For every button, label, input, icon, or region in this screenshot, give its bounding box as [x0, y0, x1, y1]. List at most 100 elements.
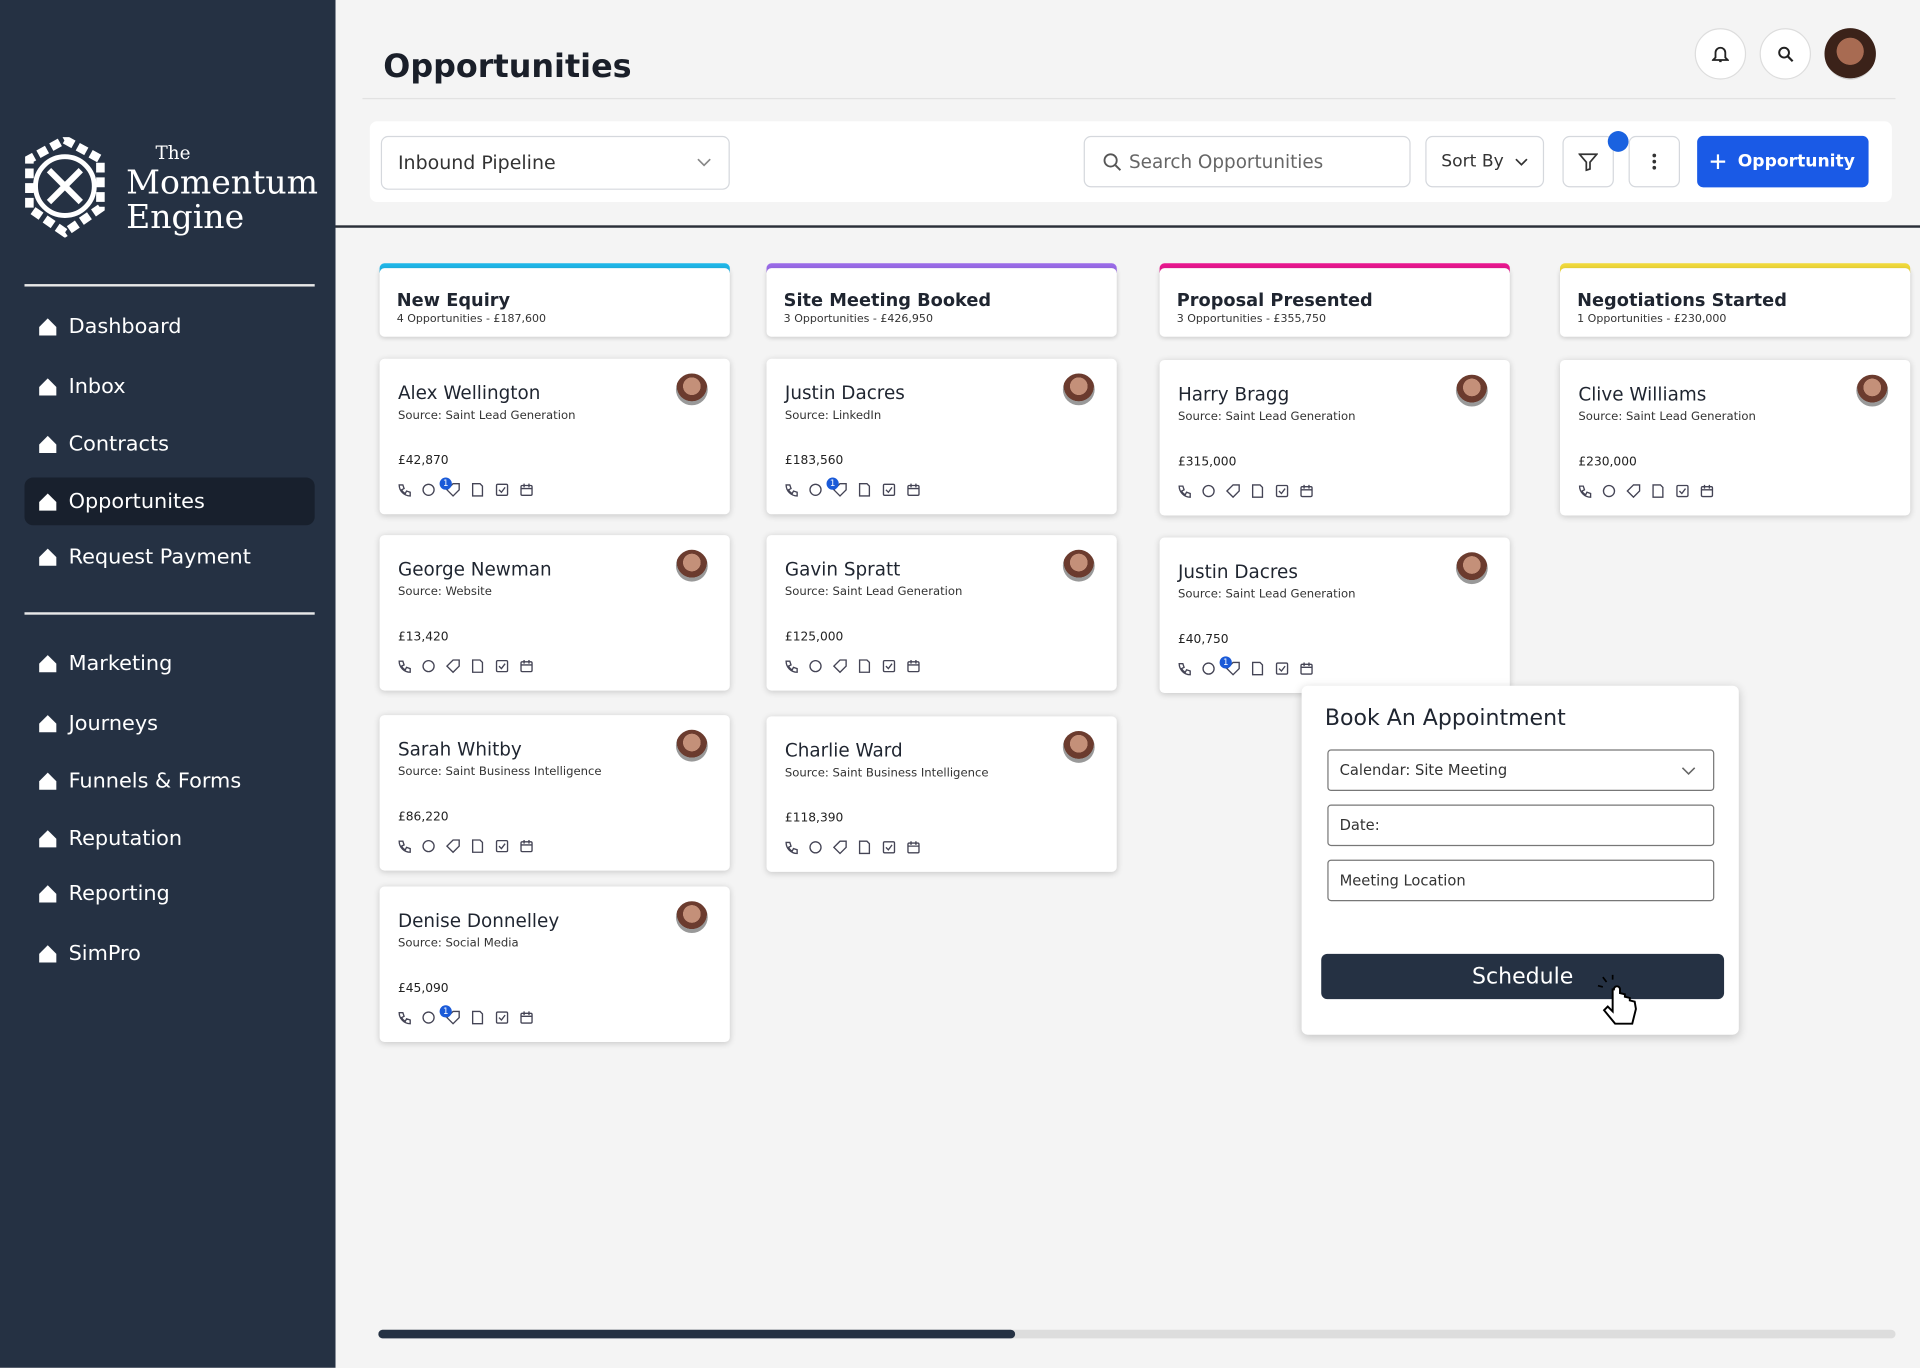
action-icon[interactable] [784, 840, 799, 855]
action-icon[interactable] [1700, 484, 1715, 499]
calendar-select[interactable]: Calendar: Site Meeting [1327, 749, 1715, 792]
action-icon[interactable] [784, 482, 799, 497]
more-button[interactable] [1628, 135, 1681, 188]
action-icon[interactable] [1602, 484, 1617, 499]
filter-button[interactable] [1562, 135, 1614, 188]
opportunity-card[interactable]: George Newman Source: Website £13,420 [379, 535, 730, 691]
action-icon[interactable] [519, 839, 534, 854]
opportunity-card[interactable]: Charlie Ward Source: Saint Business Intel… [766, 716, 1117, 872]
scrollbar-thumb[interactable] [378, 1329, 1016, 1339]
action-icon[interactable] [495, 1010, 510, 1025]
action-icon[interactable] [1675, 484, 1690, 499]
date-input[interactable]: Date: [1327, 804, 1715, 847]
column-title: New Equiry [396, 291, 511, 312]
opportunity-card[interactable]: Harry Bragg Source: Saint Lead Generation… [1159, 360, 1510, 516]
opportunity-card[interactable]: Denise Donnelley Source: Social Media £45,… [379, 886, 730, 1043]
action-icon[interactable] [808, 659, 823, 674]
action-icon[interactable] [1177, 484, 1192, 499]
opportunity-card[interactable]: Justin Dacres Source: Saint Lead Generati… [1159, 537, 1510, 694]
nav-item[interactable]: Dashboard [24, 302, 314, 350]
action-icon[interactable] [470, 659, 485, 674]
opportunity-card[interactable]: Alex Wellington Source: Saint Lead Genera… [379, 358, 730, 515]
scrollbar-track[interactable] [378, 1329, 1896, 1339]
action-icon[interactable] [1651, 484, 1666, 499]
sort-button[interactable]: Sort By [1425, 135, 1545, 188]
action-icon[interactable] [906, 482, 921, 497]
action-icon[interactable] [1201, 484, 1216, 499]
action-icon[interactable] [495, 839, 510, 854]
action-icon[interactable] [1225, 661, 1241, 676]
nav-item[interactable]: SimPro [24, 929, 314, 977]
action-icon[interactable] [519, 482, 534, 497]
action-icon[interactable] [397, 659, 412, 674]
nav-item[interactable]: Inbox [24, 362, 314, 410]
action-icon[interactable] [397, 482, 412, 497]
action-icon[interactable] [1626, 484, 1641, 499]
action-icon[interactable] [832, 659, 848, 674]
action-icon[interactable] [519, 1010, 534, 1025]
action-icon[interactable] [397, 839, 412, 854]
action-icon[interactable] [397, 1010, 412, 1025]
action-icon[interactable] [882, 840, 897, 855]
opportunity-card[interactable]: Sarah Whitby Source: Saint Business Intel… [379, 715, 730, 871]
contact-name: Denise Donnelley [397, 909, 560, 932]
action-icon[interactable] [519, 659, 534, 674]
action-icon[interactable] [857, 659, 872, 674]
nav-item[interactable]: Funnels & Forms [24, 757, 314, 805]
action-icon[interactable] [857, 840, 872, 855]
action-icon[interactable] [421, 839, 436, 854]
action-icon[interactable] [470, 482, 485, 497]
action-icon[interactable] [784, 659, 799, 674]
action-icon[interactable] [470, 839, 485, 854]
action-icon[interactable] [1577, 484, 1592, 499]
action-icon[interactable] [421, 659, 436, 674]
notifications-button[interactable] [1694, 28, 1747, 80]
nav-item[interactable]: Journeys [24, 699, 314, 747]
action-icon[interactable] [1177, 661, 1192, 676]
search-input[interactable]: Search Opportunities [1083, 135, 1411, 188]
action-icon[interactable] [808, 840, 823, 855]
action-icon[interactable] [1250, 484, 1265, 499]
add-opportunity-button[interactable]: Opportunity [1697, 135, 1869, 188]
action-icon[interactable] [470, 1010, 485, 1025]
nav-label: Dashboard [68, 314, 182, 339]
schedule-button[interactable]: Schedule [1321, 953, 1725, 1000]
action-icon[interactable] [495, 482, 510, 497]
action-icon[interactable] [906, 840, 921, 855]
action-icon[interactable] [808, 482, 823, 497]
opportunity-card[interactable]: Clive Williams Source: Saint Lead Generat… [1560, 360, 1911, 516]
action-icon[interactable] [1250, 661, 1265, 676]
nav-item[interactable]: Reputation [24, 814, 314, 862]
pipeline-select[interactable]: Inbound Pipeline [380, 135, 730, 190]
location-input[interactable]: Meeting Location [1327, 859, 1715, 902]
action-icon[interactable] [832, 482, 848, 497]
action-icon[interactable] [1299, 661, 1314, 676]
action-icon[interactable] [857, 482, 872, 497]
action-icon[interactable] [1275, 484, 1290, 499]
opportunity-card[interactable]: Justin Dacres Source: LinkedIn £183,560 1 [766, 358, 1117, 515]
action-icon[interactable] [882, 659, 897, 674]
action-icon[interactable] [445, 1010, 461, 1025]
action-icon[interactable] [445, 482, 461, 497]
opportunity-card[interactable]: Gavin Spratt Source: Saint Lead Generatio… [766, 535, 1117, 691]
action-icon[interactable] [421, 1010, 436, 1025]
action-icon[interactable] [445, 839, 461, 854]
search-button[interactable] [1759, 28, 1812, 80]
user-avatar[interactable] [1824, 28, 1876, 80]
action-icon[interactable] [906, 659, 921, 674]
action-icon[interactable] [1201, 661, 1216, 676]
nav-item[interactable]: Opportunites [24, 477, 315, 526]
nav-item[interactable]: Contracts [24, 420, 314, 468]
nav-item[interactable]: Reporting [24, 869, 314, 917]
action-icon[interactable] [832, 840, 848, 855]
action-icon[interactable] [1275, 661, 1290, 676]
action-icon[interactable] [445, 659, 461, 674]
nav-item[interactable]: Request Payment [24, 533, 314, 581]
action-icon[interactable] [421, 482, 436, 497]
action-icon[interactable] [1299, 484, 1314, 499]
action-icon[interactable] [495, 659, 510, 674]
deal-value: £183,560 [784, 454, 844, 468]
action-icon[interactable] [882, 482, 897, 497]
nav-item[interactable]: Marketing [24, 639, 314, 687]
action-icon[interactable] [1225, 484, 1241, 499]
